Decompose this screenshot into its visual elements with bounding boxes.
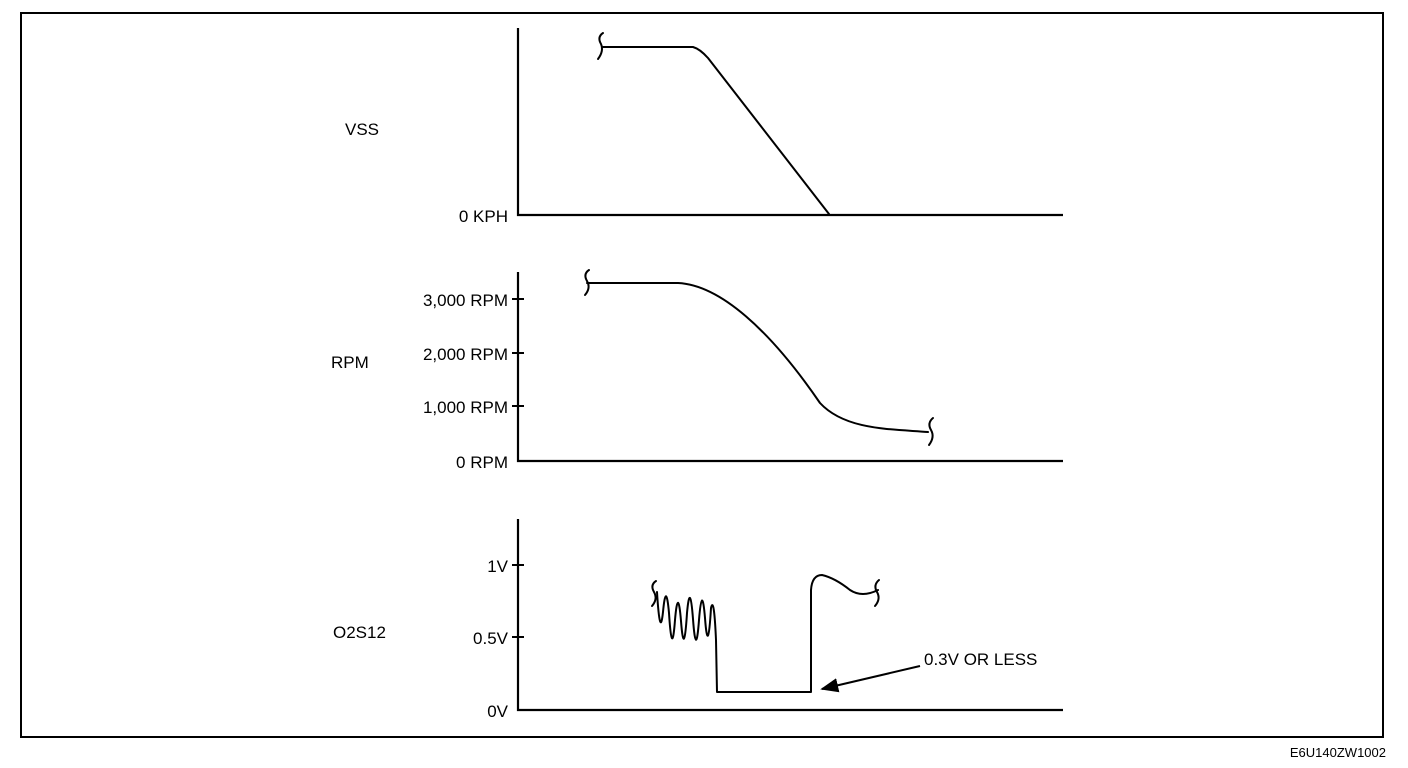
rpm-tick-2000: 2,000 RPM: [423, 345, 508, 364]
o2s-panel: O2S12 1V 0.5V 0V 0.3V OR LESS: [333, 519, 1063, 721]
rpm-panel: RPM 3,000 RPM 2,000 RPM 1,000 RPM 0 RPM: [331, 269, 1063, 472]
callout-arrow: [820, 665, 921, 693]
o2s-tick-1v: 1V: [487, 557, 508, 576]
rpm-tick-1000: 1,000 RPM: [423, 398, 508, 417]
diagram-frame: [20, 12, 1384, 738]
o2s-axes: [516, 519, 1063, 712]
o2s-tick-0v: 0V: [487, 702, 508, 721]
o2s-tick-05v: 0.5V: [473, 629, 509, 648]
vss-tick-0kph: 0 KPH: [459, 207, 508, 226]
o2s-trace: [656, 574, 879, 693]
vss-label: VSS: [345, 120, 379, 139]
rpm-tick-0: 0 RPM: [456, 453, 508, 472]
figure-code: E6U140ZW1002: [1290, 745, 1386, 760]
rpm-label: RPM: [331, 353, 369, 372]
vss-trace: [602, 46, 830, 215]
callout-label: 0.3V OR LESS: [924, 650, 1037, 669]
vss-axes: [516, 28, 1063, 217]
rpm-break-mark-right: [928, 417, 934, 446]
vss-panel: VSS 0 KPH: [345, 28, 1063, 226]
o2s-label: O2S12: [333, 623, 386, 642]
o2s-break-mark-right: [874, 579, 880, 607]
o2s-break-mark-left: [651, 580, 657, 607]
rpm-tick-3000: 3,000 RPM: [423, 291, 508, 310]
rpm-axes: [516, 272, 1063, 463]
rpm-trace: [586, 282, 929, 433]
rpm-break-mark-left: [584, 269, 590, 296]
vss-break-mark: [597, 32, 604, 60]
